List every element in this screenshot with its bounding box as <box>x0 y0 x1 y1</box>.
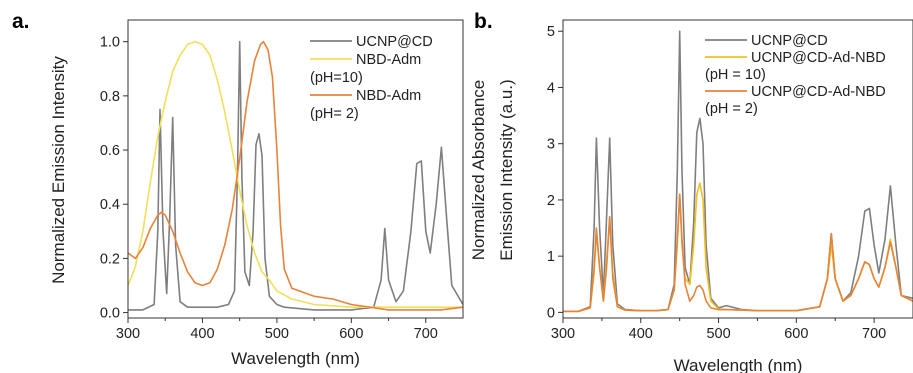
y-axis-title: Normalized Absorbance <box>469 80 488 260</box>
y-tick-label: 0.4 <box>100 197 120 213</box>
x-tick-label: 300 <box>551 326 575 342</box>
x-tick-label: 700 <box>862 326 886 342</box>
y-tick-label: 1 <box>547 249 555 265</box>
y-axis-title: Emission Intensity (a.u.) <box>497 79 516 260</box>
legend-label: (pH = 10) <box>705 67 766 83</box>
plot-frame <box>562 19 913 319</box>
y-tick-label: 4 <box>547 80 555 96</box>
legend-label: UCNP@CD <box>356 34 433 50</box>
legend-label: UCNP@CD <box>751 33 828 49</box>
y-tick-label: 0.8 <box>100 89 120 105</box>
y-tick-label: 2 <box>547 193 555 209</box>
x-tick-label: 700 <box>414 326 438 342</box>
legend-label: NBD-Adm <box>356 88 421 104</box>
legend-label: NBD-Adm <box>356 52 421 68</box>
panel-1: 300 400 500 600 700 0 1 2 3 4 5 Wavelength (nm) Norm… <box>469 10 913 373</box>
plot-frame <box>127 19 464 319</box>
legend-label: (pH = 2) <box>705 101 758 117</box>
legend-label: UCNP@CD-Ad-NBD <box>751 50 886 66</box>
y-tick-label: 0.2 <box>100 251 120 267</box>
y-tick-label: 0 <box>547 305 555 321</box>
legend-label: (pH=10) <box>310 70 363 86</box>
series-line-1 <box>128 40 463 308</box>
y-tick-label: 5 <box>547 24 555 40</box>
x-tick-label: 500 <box>265 326 289 342</box>
x-tick-label: 600 <box>784 326 808 342</box>
x-axis-title: Wavelength (nm) <box>674 356 803 373</box>
y-tick-label: 1.0 <box>100 35 120 51</box>
legend: UCNP@CD NBD-Adm (pH=10) NBD-Adm (pH= 2) <box>310 34 433 122</box>
y-tick-label: 0.0 <box>100 306 120 322</box>
panel-0: 300 400 500 600 700 0.0 0.2 0.4 0.6 0.8 1.0 Wavelen… <box>12 10 464 368</box>
x-tick-label: 400 <box>190 326 214 342</box>
x-axis-title: Wavelength (nm) <box>231 349 360 368</box>
legend-label: UCNP@CD-Ad-NBD <box>751 84 886 100</box>
x-tick-label: 400 <box>629 326 653 342</box>
x-tick-label: 600 <box>339 326 363 342</box>
series-line-2 <box>128 40 463 311</box>
x-tick-label: 500 <box>706 326 730 342</box>
series-line-0 <box>563 30 913 313</box>
panel-label: a. <box>12 10 30 33</box>
y-tick-label: 0.6 <box>100 143 120 159</box>
panel-label: b. <box>474 10 493 33</box>
legend-label: (pH= 2) <box>310 106 359 122</box>
x-tick-label: 300 <box>116 326 140 342</box>
y-axis-title: Normalized Emission Intensity <box>49 56 68 284</box>
y-tick-label: 3 <box>547 137 555 153</box>
series-line-2 <box>563 193 913 313</box>
series-line-0 <box>128 40 463 311</box>
